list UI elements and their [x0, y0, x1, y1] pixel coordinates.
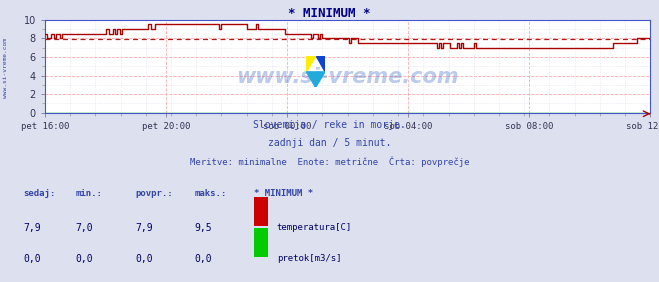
Text: zadnji dan / 5 minut.: zadnji dan / 5 minut.: [268, 138, 391, 148]
Text: 0,0: 0,0: [76, 254, 94, 264]
Text: Meritve: minimalne  Enote: metrične  Črta: povprečje: Meritve: minimalne Enote: metrične Črta:…: [190, 157, 469, 167]
Text: min.:: min.:: [76, 189, 103, 198]
Text: * MINIMUM *: * MINIMUM *: [288, 7, 371, 20]
Text: www.si-vreme.com: www.si-vreme.com: [237, 67, 459, 87]
Text: 0,0: 0,0: [23, 254, 41, 264]
Text: 7,9: 7,9: [135, 223, 153, 233]
Text: * MINIMUM *: * MINIMUM *: [254, 189, 313, 198]
Text: maks.:: maks.:: [194, 189, 227, 198]
Text: www.si-vreme.com: www.si-vreme.com: [3, 38, 8, 98]
Text: Slovenija / reke in morje.: Slovenija / reke in morje.: [253, 120, 406, 130]
Text: 7,9: 7,9: [23, 223, 41, 233]
Text: sedaj:: sedaj:: [23, 189, 55, 198]
Text: 0,0: 0,0: [135, 254, 153, 264]
Polygon shape: [316, 56, 325, 72]
Text: temperatura[C]: temperatura[C]: [277, 223, 352, 232]
Polygon shape: [306, 72, 325, 87]
Polygon shape: [306, 56, 316, 72]
Text: 7,0: 7,0: [76, 223, 94, 233]
Text: 0,0: 0,0: [194, 254, 212, 264]
Text: povpr.:: povpr.:: [135, 189, 173, 198]
Text: pretok[m3/s]: pretok[m3/s]: [277, 254, 341, 263]
Text: 9,5: 9,5: [194, 223, 212, 233]
